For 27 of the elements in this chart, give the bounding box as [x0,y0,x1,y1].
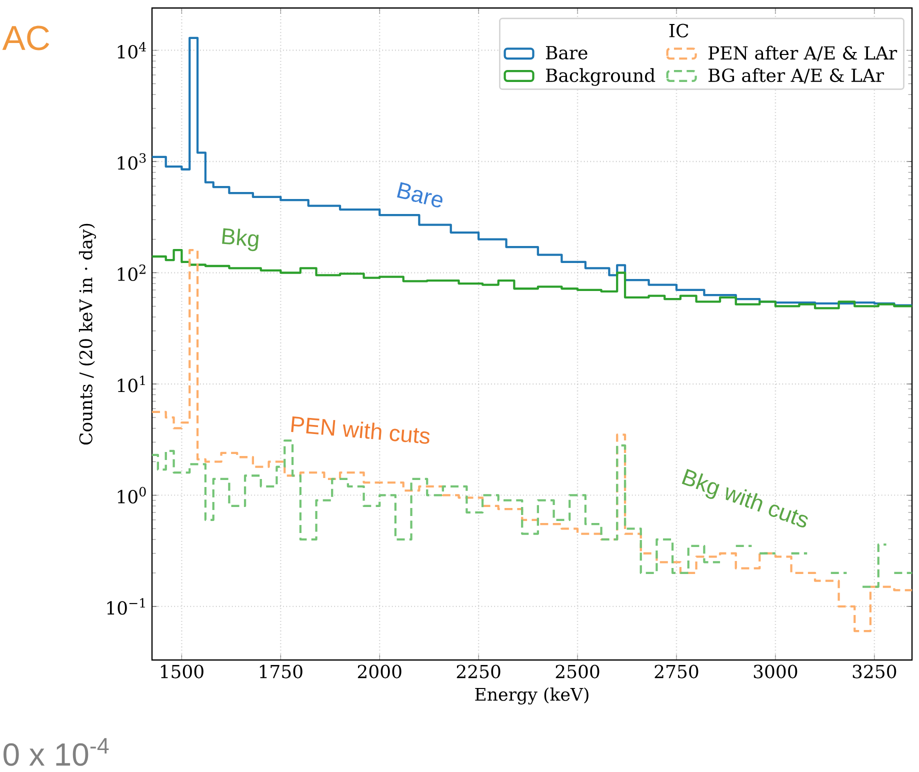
legend-label: BG after A/E & LAr [708,68,884,84]
x-tick-label: 2000 [358,664,402,678]
y-axis-title: Counts / (20 keV in · day) [78,224,96,445]
legend-label: Bare [546,46,588,60]
text: AC [2,26,50,50]
y-tick-label: 10$^{0}$ [118,486,146,504]
y-tick-label: 10$^{−1}$ [107,598,145,615]
x-tick-label: 2500 [556,664,600,678]
legend-label: Background [546,68,656,86]
y-tick-label: 10$^{1}$ [118,376,145,392]
y-tick-label: 10$^{4}$ [118,42,146,59]
x-axis-title: Energy (keV) [475,687,588,704]
annotation: Bare [396,182,442,208]
annotation: PEN with cuts [291,416,430,444]
text: 0 x 10$^{-4}$ [4,738,109,766]
annotation: Bkg with cuts [682,468,808,528]
legend-label: PEN after A/E & LAr [708,46,898,62]
annotation: Bkg [222,228,259,252]
x-tick-label: 3250 [852,664,896,678]
x-tick-label: 1500 [160,664,204,678]
x-tick-label: 2750 [654,664,698,678]
y-tick-label: 10$^{2}$ [118,264,146,282]
x-tick-label: 3000 [754,664,798,678]
x-tick-label: 2250 [456,664,500,678]
legend-title: IC [669,24,688,38]
x-tick-label: 1750 [260,664,302,678]
y-tick-label: 10$^{3}$ [118,153,146,170]
